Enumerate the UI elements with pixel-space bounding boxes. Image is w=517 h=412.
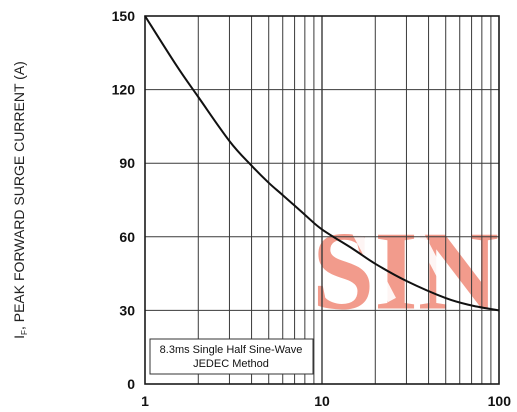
x-tick-labels: 1 10 100 bbox=[141, 393, 511, 409]
annotation-line-2: JEDEC Method bbox=[193, 358, 269, 370]
y-tick-label: 30 bbox=[119, 302, 135, 318]
x-tick-label: 1 bbox=[141, 393, 149, 409]
y-tick-label: 90 bbox=[119, 155, 135, 171]
y-tick-label: 0 bbox=[127, 376, 135, 392]
plot-frame bbox=[144, 15, 500, 385]
x-tick-label: 100 bbox=[488, 393, 512, 409]
watermark-text: SIN bbox=[312, 209, 499, 333]
annotation-box: 8.3ms Single Half Sine-Wave JEDEC Method bbox=[149, 338, 314, 375]
surge-curve-line bbox=[144, 15, 500, 312]
y-axis-label: IF, PEAK FORWARD SURGE CURRENT (A) bbox=[11, 61, 29, 339]
y-tick-label: 120 bbox=[112, 82, 136, 98]
annotation-line-1: 8.3ms Single Half Sine-Wave bbox=[160, 344, 303, 356]
y-axis-label-symbol: I bbox=[11, 335, 27, 339]
watermark-logo: SIN bbox=[312, 209, 499, 333]
y-tick-labels: 0 30 60 90 120 150 bbox=[112, 8, 136, 392]
x-tick-label: 10 bbox=[314, 393, 330, 409]
gridlines bbox=[145, 16, 499, 384]
annotation-frame bbox=[149, 338, 314, 375]
y-axis-label-text: , PEAK FORWARD SURGE CURRENT (A) bbox=[11, 61, 27, 330]
y-axis-label-subscript: F bbox=[20, 330, 29, 335]
y-tick-label: 150 bbox=[112, 8, 136, 24]
watermark-slash bbox=[408, 217, 458, 303]
y-tick-label: 60 bbox=[119, 229, 135, 245]
